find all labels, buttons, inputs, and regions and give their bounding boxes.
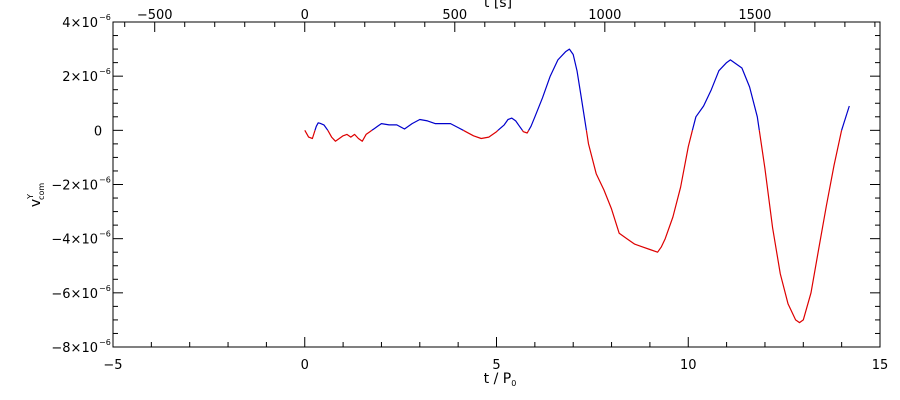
y-tick-exponent: −6: [99, 230, 111, 239]
y-axis-title-superscript: Y: [26, 194, 35, 200]
x-axis-title-subscript: 0: [511, 379, 516, 388]
x-tick-label: 15: [872, 358, 889, 373]
y-tick-label: −8×10: [51, 341, 98, 356]
top-axis-title: t [s]: [484, 0, 512, 11]
series-segment-positive: [371, 118, 464, 131]
top-tick-label: 0: [301, 8, 309, 23]
series-line: [304, 48, 850, 324]
series-segment-negative: [585, 130, 693, 253]
plot-frame: [112, 21, 881, 348]
y-tick-exponent: −6: [99, 13, 111, 22]
x-axis-title: t / P0: [484, 371, 517, 388]
series-segment-positive: [841, 105, 850, 131]
y-tick-exponent: −6: [99, 284, 111, 293]
series-segment-positive: [497, 117, 523, 131]
y-tick-exponent: −6: [99, 176, 111, 185]
series-segment-positive: [691, 59, 760, 131]
y-tick-exponent: −6: [99, 338, 111, 347]
y-tick-label: −6×10: [51, 287, 98, 302]
series-segment-negative: [463, 129, 499, 140]
y-axis-title-main: v: [28, 199, 44, 207]
x-tick-label: 0: [301, 358, 309, 373]
top-tick-label: −500: [137, 8, 173, 23]
y-tick-exponent: −6: [99, 67, 111, 76]
x-tick-label: −5: [103, 358, 122, 373]
x-axis-title-main: t / P: [484, 371, 512, 387]
axis-ticks: [112, 21, 881, 348]
series-segment-negative: [304, 130, 316, 140]
left-axis-tick-labels: 4×10 −62×10 −60−2×10 −6−4×10 −6−6×10 −6−8×10−…: [51, 13, 110, 356]
series-segment-negative: [758, 130, 843, 324]
y-tick-label: −4×10: [51, 233, 98, 248]
bottom-axis-tick-labels: −5 0 5 10 15: [103, 358, 888, 373]
y-axis-title-subscript: com: [37, 183, 46, 200]
top-tick-label: 1500: [738, 8, 771, 23]
y-tick-label: −2×10: [51, 179, 98, 194]
series-segment-positive: [528, 48, 587, 131]
top-axis-tick-labels: −500 0 500 1000 1500: [137, 8, 772, 23]
series-segment-negative: [521, 129, 530, 134]
x-tick-label: 5: [492, 358, 500, 373]
y-tick-label: 4×10: [62, 16, 98, 31]
series-segment-positive: [314, 122, 329, 131]
x-tick-label: 10: [680, 358, 697, 373]
top-tick-label: 500: [442, 8, 467, 23]
top-tick-label: 1000: [588, 8, 621, 23]
y-axis-title: vY com: [26, 183, 46, 207]
series-segment-negative: [327, 129, 373, 142]
y-tick-label: 0: [94, 124, 102, 139]
y-tick-label: 2×10: [62, 70, 98, 85]
